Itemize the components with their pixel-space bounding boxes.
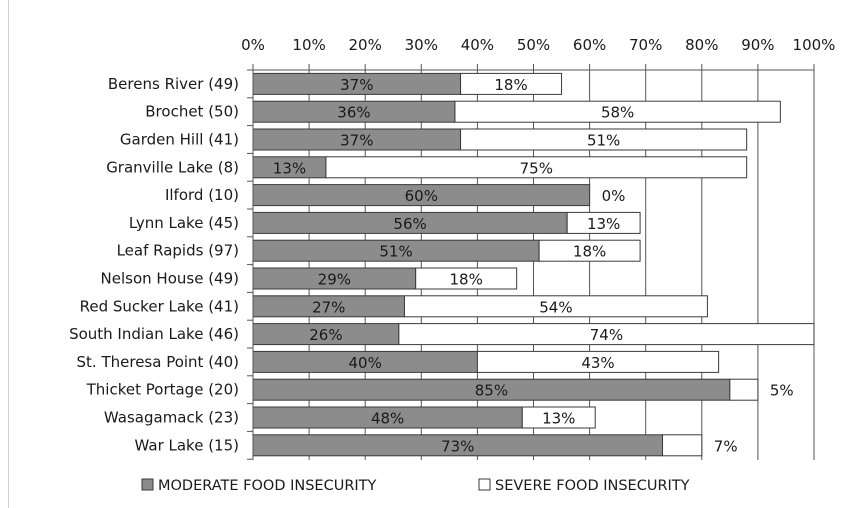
legend-swatch-severe bbox=[478, 478, 491, 491]
category-label: Wasagamack (23) bbox=[104, 409, 239, 427]
category-label: Nelson House (49) bbox=[101, 270, 239, 288]
x-tick-label: 90% bbox=[741, 36, 774, 54]
x-tick-label: 20% bbox=[349, 36, 382, 54]
category-label: Red Sucker Lake (41) bbox=[80, 297, 239, 315]
data-label-moderate: 60% bbox=[405, 187, 438, 205]
data-label-moderate: 37% bbox=[340, 76, 373, 94]
data-label-severe: 54% bbox=[539, 298, 572, 316]
category-label: Berens River (49) bbox=[108, 75, 239, 93]
data-label-severe: 18% bbox=[494, 76, 527, 94]
bar-severe bbox=[415, 267, 518, 290]
x-tick-label: 80% bbox=[685, 36, 718, 54]
data-label-severe: 74% bbox=[590, 326, 623, 344]
data-label-moderate: 85% bbox=[475, 382, 508, 400]
bar-severe bbox=[460, 72, 563, 95]
x-tick-label: 60% bbox=[573, 36, 606, 54]
x-tick-label: 10% bbox=[292, 36, 325, 54]
bar-severe bbox=[729, 378, 759, 401]
category-label: Leaf Rapids (97) bbox=[117, 242, 239, 260]
data-label-severe: 7% bbox=[714, 437, 738, 455]
x-tick-label: 30% bbox=[405, 36, 438, 54]
bar-severe bbox=[662, 434, 703, 457]
bar-severe bbox=[566, 211, 641, 234]
data-label-moderate: 56% bbox=[393, 215, 426, 233]
data-label-severe: 43% bbox=[581, 354, 614, 372]
data-label-moderate: 37% bbox=[340, 132, 373, 150]
x-tick-label: 50% bbox=[517, 36, 550, 54]
legend-label-moderate: MODERATE FOOD INSECURITY bbox=[158, 478, 377, 494]
x-tick-label: 100% bbox=[793, 36, 836, 54]
bar-severe bbox=[476, 350, 720, 373]
bar-severe bbox=[325, 156, 748, 179]
data-label-severe: 51% bbox=[587, 132, 620, 150]
data-label-moderate: 27% bbox=[312, 298, 345, 316]
data-label-severe: 75% bbox=[520, 159, 553, 177]
data-label-moderate: 73% bbox=[441, 437, 474, 455]
data-label-moderate: 48% bbox=[371, 410, 404, 428]
category-label: Thicket Portage (20) bbox=[86, 381, 239, 399]
data-label-severe: 0% bbox=[602, 187, 626, 205]
category-label: Brochet (50) bbox=[145, 103, 239, 121]
data-label-severe: 58% bbox=[601, 104, 634, 122]
bar-severe bbox=[538, 239, 641, 262]
category-label: Ilford (10) bbox=[165, 186, 239, 204]
bar-severe bbox=[398, 323, 815, 346]
bar-severe bbox=[521, 406, 596, 429]
category-label: South Indian Lake (46) bbox=[69, 325, 239, 343]
stacked-bar-chart: 0% 10% 20% 30% 40% 50% 60% 70% 80% 90% 100% Berens … bbox=[69, 36, 836, 494]
data-label-moderate: 40% bbox=[349, 354, 382, 372]
data-label-severe: 5% bbox=[770, 382, 794, 400]
data-label-moderate: 13% bbox=[273, 159, 306, 177]
data-label-severe: 13% bbox=[587, 215, 620, 233]
category-label: St. Theresa Point (40) bbox=[77, 353, 239, 371]
x-tick-label: 40% bbox=[461, 36, 494, 54]
data-label-moderate: 29% bbox=[318, 271, 351, 289]
bar-severe bbox=[403, 295, 708, 318]
data-label-severe: 18% bbox=[573, 243, 606, 261]
legend-swatch-moderate bbox=[141, 478, 154, 491]
legend-label-severe: SEVERE FOOD INSECURITY bbox=[495, 478, 690, 494]
x-tick-label: 0% bbox=[241, 36, 265, 54]
category-label: Granville Lake (8) bbox=[106, 158, 239, 176]
bar-severe bbox=[454, 100, 781, 123]
bar-severe bbox=[460, 128, 748, 151]
category-label: Lynn Lake (45) bbox=[129, 214, 239, 232]
x-tick-label: 70% bbox=[629, 36, 662, 54]
category-label: Garden Hill (41) bbox=[120, 131, 239, 149]
category-label: War Lake (15) bbox=[135, 436, 240, 454]
data-label-moderate: 36% bbox=[337, 104, 370, 122]
data-label-severe: 18% bbox=[450, 271, 483, 289]
chart-frame: 0% 10% 20% 30% 40% 50% 60% 70% 80% 90% 100% Berens … bbox=[8, 0, 841, 508]
data-label-moderate: 51% bbox=[379, 243, 412, 261]
data-label-severe: 13% bbox=[542, 410, 575, 428]
data-label-moderate: 26% bbox=[309, 326, 342, 344]
